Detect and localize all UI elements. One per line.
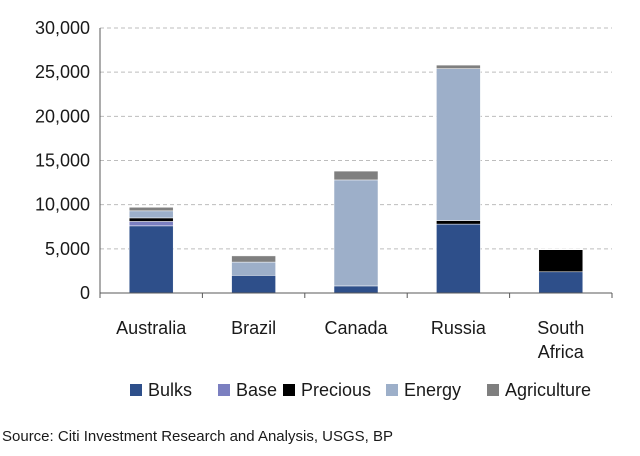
bar-segment: [333, 179, 379, 287]
legend-label: Agriculture: [505, 380, 591, 400]
stacked-bar-chart: 0 5,000 10,000 15,000 20,000 25,000 30,000 Aus…: [35, 18, 613, 400]
source-note: Source: Citi Investment Research and Ana…: [2, 428, 394, 445]
x-tick-label: Canada: [324, 318, 388, 338]
legend-swatch: [386, 384, 398, 396]
x-axis: Australia Brazil Canada Russia South Africa: [99, 292, 613, 362]
y-axis: 0 5,000 10,000 15,000 20,000 25,000 30,000: [35, 18, 101, 303]
bar-segment: [333, 285, 379, 294]
legend: Bulks Base Precious Energy Agriculture: [130, 380, 591, 400]
x-tick-label: South Africa: [537, 318, 585, 362]
bar-segment: [128, 221, 174, 227]
legend-swatch: [283, 384, 295, 396]
bar-segment: [128, 207, 174, 212]
legend-swatch: [130, 384, 142, 396]
bar-segment: [333, 170, 379, 181]
x-tick-label: Russia: [431, 318, 487, 338]
legend-swatch: [218, 384, 230, 396]
x-tick-label: Brazil: [231, 318, 276, 338]
bar-segment: [231, 275, 276, 294]
legend-swatch: [487, 384, 499, 396]
bar-segment: [128, 225, 174, 294]
legend-label: Base: [236, 380, 277, 400]
y-tick-label: 10,000: [35, 195, 90, 215]
bar-segment: [128, 210, 174, 219]
x-tick-label: Australia: [116, 318, 187, 338]
legend-label: Precious: [301, 380, 371, 400]
bar-segment: [436, 68, 481, 221]
bar-segment: [538, 271, 584, 294]
bar-segment: [231, 255, 276, 263]
bars: [128, 64, 584, 294]
legend-label: Energy: [404, 380, 461, 400]
y-tick-label: 30,000: [35, 18, 90, 38]
y-tick-label: 15,000: [35, 151, 90, 171]
bar-segment: [128, 217, 174, 222]
bar-segment: [436, 223, 481, 294]
legend-label: Bulks: [148, 380, 192, 400]
y-tick-label: 20,000: [35, 106, 90, 126]
y-tick-label: 0: [80, 283, 90, 303]
bar-segment: [231, 261, 276, 276]
bar-segment: [436, 220, 481, 225]
y-tick-label: 25,000: [35, 62, 90, 82]
bar-segment: [538, 249, 584, 273]
bar-segment: [436, 64, 481, 69]
y-tick-label: 5,000: [45, 239, 90, 259]
